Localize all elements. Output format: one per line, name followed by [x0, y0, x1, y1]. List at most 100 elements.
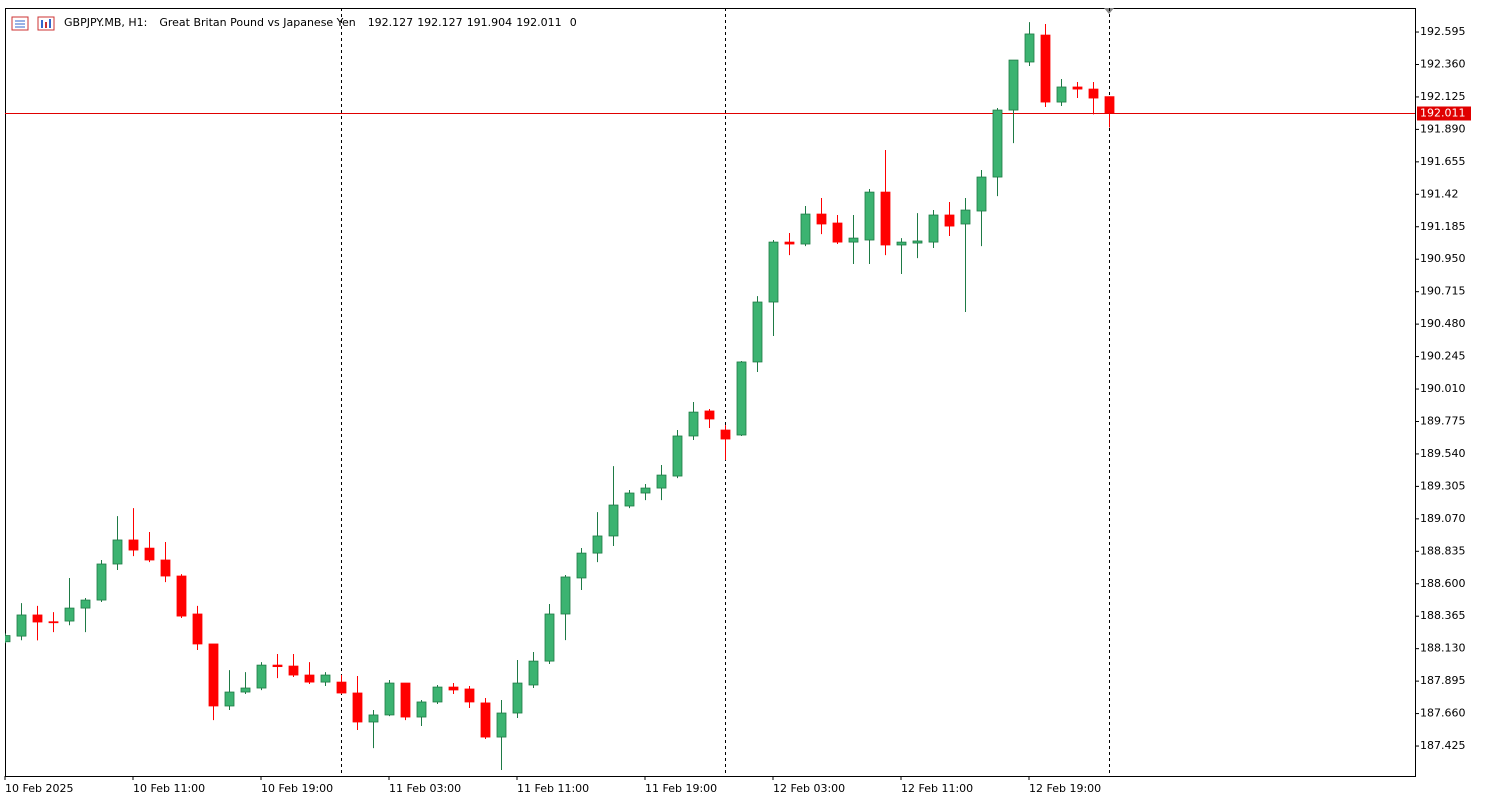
header-text: 191.904: [467, 16, 513, 29]
candle-body: [784, 241, 795, 245]
y-tick-label: 191.890: [1420, 122, 1466, 135]
x-tick-label: 11 Feb 11:00: [517, 782, 589, 795]
x-tick-label: 11 Feb 03:00: [389, 782, 461, 795]
candle-body: [512, 682, 523, 714]
y-tick-label: 187.895: [1420, 674, 1466, 687]
candle-body: [688, 411, 699, 437]
candle-body: [32, 614, 43, 623]
candle-body: [992, 109, 1003, 178]
candle-body: [288, 665, 299, 676]
candle-body: [320, 674, 331, 683]
x-tick-label: 12 Feb 11:00: [901, 782, 973, 795]
candle-body: [832, 222, 843, 243]
candle-body: [160, 559, 171, 577]
candle-body: [496, 712, 507, 738]
candle-body: [80, 599, 91, 609]
candle-body: [560, 576, 571, 615]
candle-body: [1104, 96, 1115, 114]
candle-body: [480, 702, 491, 738]
candle-body: [1072, 86, 1083, 90]
candle-body: [400, 682, 411, 718]
candle-body: [960, 209, 971, 225]
y-tick-label: 188.600: [1420, 577, 1466, 590]
candle-body: [1040, 34, 1051, 103]
x-tick-label: 11 Feb 19:00: [645, 782, 717, 795]
candle-body: [976, 176, 987, 212]
candle-body: [464, 688, 475, 703]
candle-body: [1024, 33, 1035, 63]
candle-body: [112, 539, 123, 565]
y-tick-label: 189.540: [1420, 447, 1466, 460]
candle-body: [896, 241, 907, 246]
candle-body: [752, 301, 763, 363]
candle-body: [800, 213, 811, 245]
y-tick-label: 191.42: [1420, 187, 1459, 200]
y-tick-label: 187.425: [1420, 739, 1466, 752]
y-tick-label: 190.715: [1420, 285, 1466, 298]
candle-body: [368, 714, 379, 723]
candle-body: [192, 613, 203, 645]
candle-body: [432, 686, 443, 703]
header-text: Great Britan Pound vs Japanese Yen: [159, 16, 355, 29]
candle-body: [768, 241, 779, 303]
y-tick-label: 188.835: [1420, 544, 1466, 557]
chart-header: GBPJPY.MB, H1: Great Britan Pound vs Japa…: [64, 16, 577, 29]
y-tick-label: 189.775: [1420, 414, 1466, 427]
y-tick-label: 191.655: [1420, 155, 1466, 168]
candle-body: [208, 643, 219, 707]
candle-body: [448, 686, 459, 691]
candle-body: [272, 664, 283, 668]
candle-body: [176, 575, 187, 617]
candle-body: [848, 237, 859, 243]
candle-body: [592, 535, 603, 554]
plot: [5, 8, 1415, 776]
candle-body: [384, 682, 395, 716]
y-tick-label: 189.305: [1420, 479, 1466, 492]
y-tick-label: 190.010: [1420, 382, 1466, 395]
candle-body: [224, 691, 235, 707]
x-tick-label: 10 Feb 11:00: [133, 782, 205, 795]
y-tick-label: 188.130: [1420, 642, 1466, 655]
candle-body: [912, 240, 923, 244]
candle-body: [1088, 88, 1099, 99]
candle-body: [864, 191, 875, 241]
candle-body: [352, 692, 363, 723]
header-text: 192.127: [417, 16, 463, 29]
header-text: 192.011: [516, 16, 562, 29]
candle-body: [656, 474, 667, 489]
candle-body: [608, 504, 619, 537]
x-tick-label: 12 Feb 19:00: [1029, 782, 1101, 795]
candle-body: [16, 614, 27, 637]
candle-body: [640, 487, 651, 494]
candle-body: [880, 191, 891, 246]
candle-body: [336, 681, 347, 694]
y-tick-label: 190.950: [1420, 252, 1466, 265]
toolbar-icons: [11, 16, 55, 31]
header-text: GBPJPY.MB, H1:: [64, 16, 147, 29]
candle-body: [720, 429, 731, 440]
y-tick-label: 192.125: [1420, 90, 1466, 103]
y-tick-label: 190.480: [1420, 317, 1466, 330]
candle-body: [416, 701, 427, 718]
candle-body: [944, 214, 955, 227]
y-tick-label: 191.185: [1420, 220, 1466, 233]
candle-body: [1056, 86, 1067, 103]
candle-body: [576, 552, 587, 579]
header-text: 0: [570, 16, 577, 29]
y-tick-label: 192.360: [1420, 57, 1466, 70]
candle-body: [128, 539, 139, 551]
y-tick-label: 189.070: [1420, 512, 1466, 525]
price-label: 192.011: [1420, 107, 1466, 120]
candle-body: [240, 687, 251, 693]
candle-body: [928, 214, 939, 243]
x-tick-label: 10 Feb 2025: [5, 782, 73, 795]
candle-body: [544, 613, 555, 662]
candle-body: [672, 435, 683, 477]
price-label-box: [1417, 106, 1471, 121]
candle-body: [624, 492, 635, 507]
candle-body: [48, 621, 59, 624]
plot-frame: [5, 8, 1416, 777]
y-tick-label: 192.595: [1420, 25, 1466, 38]
x-tick-label: 12 Feb 03:00: [773, 782, 845, 795]
y-tick-label: 190.245: [1420, 350, 1466, 363]
